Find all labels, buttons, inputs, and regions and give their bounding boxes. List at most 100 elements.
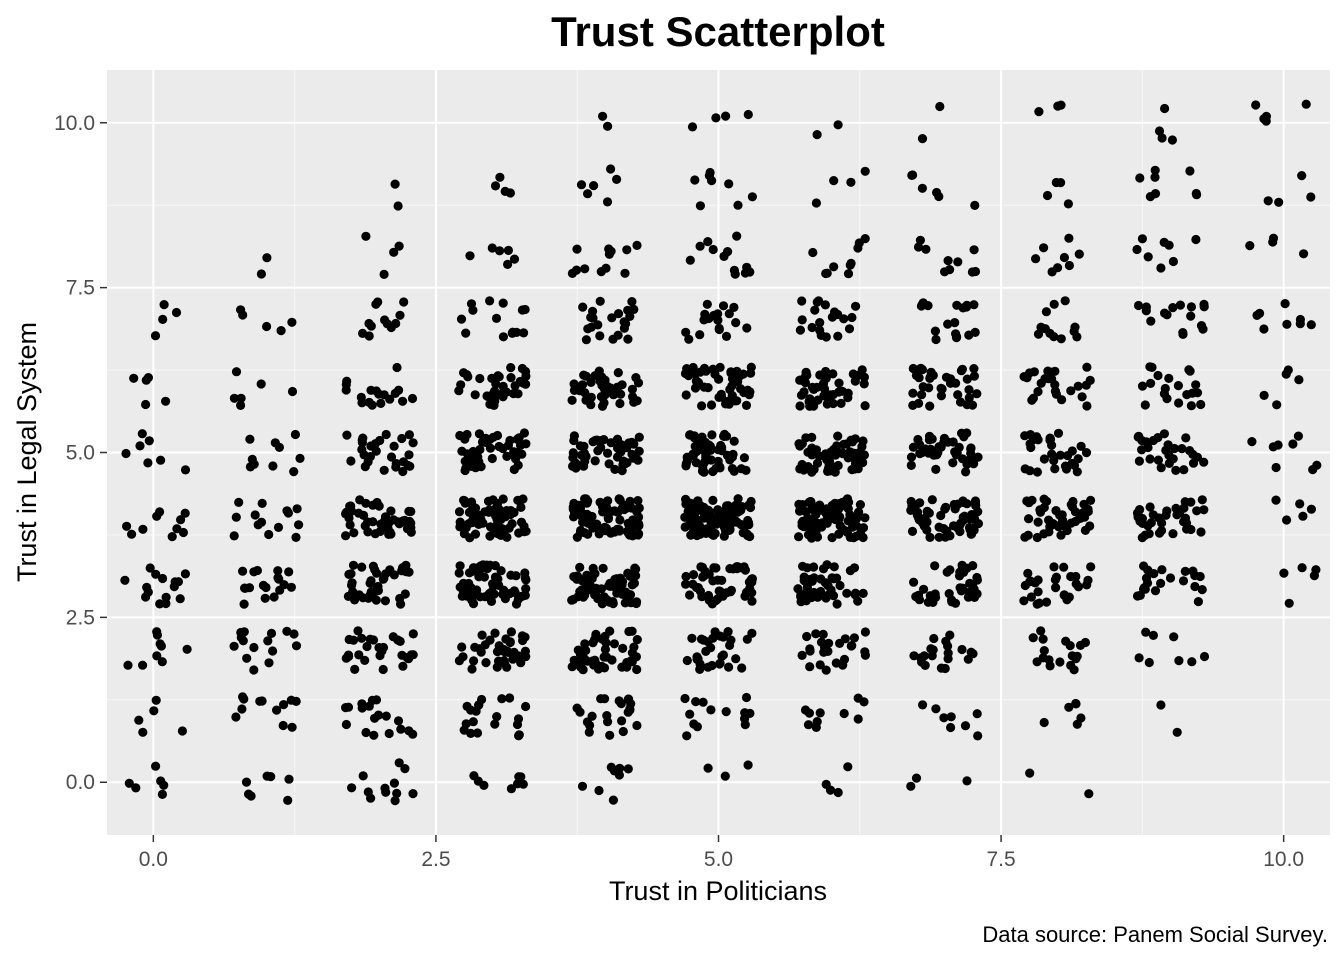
data-point xyxy=(1066,660,1076,671)
data-point xyxy=(158,314,168,324)
data-point xyxy=(634,432,644,442)
data-point xyxy=(1048,519,1058,529)
data-point xyxy=(924,435,935,445)
data-point xyxy=(491,313,502,323)
data-point xyxy=(177,726,187,736)
data-point xyxy=(249,665,259,675)
data-point xyxy=(273,522,284,533)
data-point xyxy=(617,466,627,476)
data-point xyxy=(1251,100,1261,110)
data-point xyxy=(860,647,870,657)
data-point xyxy=(706,455,716,465)
y-tick-label: 10.0 xyxy=(54,112,95,135)
data-point xyxy=(719,431,729,441)
data-point xyxy=(718,632,728,642)
data-point xyxy=(363,517,373,527)
data-point xyxy=(624,626,634,637)
data-point xyxy=(967,400,978,410)
data-point xyxy=(736,464,747,474)
data-point xyxy=(519,328,529,338)
data-point xyxy=(506,570,516,580)
data-point xyxy=(906,452,917,462)
data-point xyxy=(1132,591,1143,601)
data-point xyxy=(361,498,371,508)
data-point xyxy=(1066,386,1076,396)
data-point xyxy=(1056,334,1066,344)
data-point xyxy=(827,533,837,543)
data-point xyxy=(851,301,861,311)
data-point xyxy=(341,379,351,390)
data-point xyxy=(454,507,465,517)
data-point xyxy=(855,500,866,510)
data-point xyxy=(245,434,255,444)
data-point xyxy=(918,382,928,392)
data-point xyxy=(401,560,411,570)
data-point xyxy=(521,439,531,449)
data-point xyxy=(859,697,869,707)
data-point xyxy=(803,720,814,730)
data-point xyxy=(685,255,695,265)
data-point xyxy=(1196,527,1206,537)
data-point xyxy=(972,389,982,399)
data-point xyxy=(833,331,843,341)
data-point xyxy=(1180,566,1190,577)
data-point xyxy=(934,191,944,202)
data-point xyxy=(512,434,522,444)
data-point xyxy=(357,398,367,408)
data-point xyxy=(490,628,500,638)
data-point xyxy=(1186,497,1196,507)
data-point xyxy=(860,234,870,244)
data-point xyxy=(520,573,530,583)
data-point xyxy=(379,465,389,475)
data-point xyxy=(1073,454,1083,464)
data-point xyxy=(1137,381,1148,391)
data-point xyxy=(245,462,255,472)
data-point xyxy=(724,662,734,672)
data-point xyxy=(1171,465,1181,475)
data-point xyxy=(374,389,384,399)
data-point xyxy=(376,398,386,408)
data-point xyxy=(732,366,742,376)
data-point xyxy=(843,504,853,514)
data-point xyxy=(805,646,815,656)
data-point xyxy=(690,369,700,379)
data-point xyxy=(1025,768,1035,778)
data-point xyxy=(708,633,718,643)
data-point xyxy=(360,655,370,666)
data-point xyxy=(266,628,277,639)
data-point xyxy=(408,629,418,639)
data-point xyxy=(968,581,978,591)
data-point xyxy=(1135,173,1145,183)
data-point xyxy=(1190,570,1200,581)
data-point xyxy=(455,522,465,532)
data-point xyxy=(1252,310,1262,320)
data-point xyxy=(509,254,520,264)
data-point xyxy=(250,510,260,520)
data-point xyxy=(492,647,503,657)
y-axis-title: Trust in Legal System xyxy=(12,322,42,582)
data-point xyxy=(156,455,166,465)
data-point xyxy=(703,763,713,773)
data-point xyxy=(726,635,736,645)
data-point xyxy=(466,728,476,739)
data-point xyxy=(687,122,698,132)
data-point xyxy=(371,695,382,705)
data-point xyxy=(1062,595,1072,605)
data-point xyxy=(134,715,144,725)
data-point xyxy=(615,398,625,409)
data-point xyxy=(575,562,585,573)
data-point xyxy=(807,432,817,442)
data-point xyxy=(578,302,588,312)
data-point xyxy=(1173,381,1183,391)
data-point xyxy=(395,636,405,647)
data-point xyxy=(1191,234,1201,245)
data-point xyxy=(1033,517,1043,527)
data-point xyxy=(598,563,608,573)
data-point xyxy=(597,401,608,411)
data-point xyxy=(699,315,709,325)
data-point xyxy=(1029,367,1039,377)
data-point xyxy=(506,363,516,373)
data-point xyxy=(703,237,713,247)
data-point xyxy=(802,631,812,642)
data-point xyxy=(249,567,259,577)
